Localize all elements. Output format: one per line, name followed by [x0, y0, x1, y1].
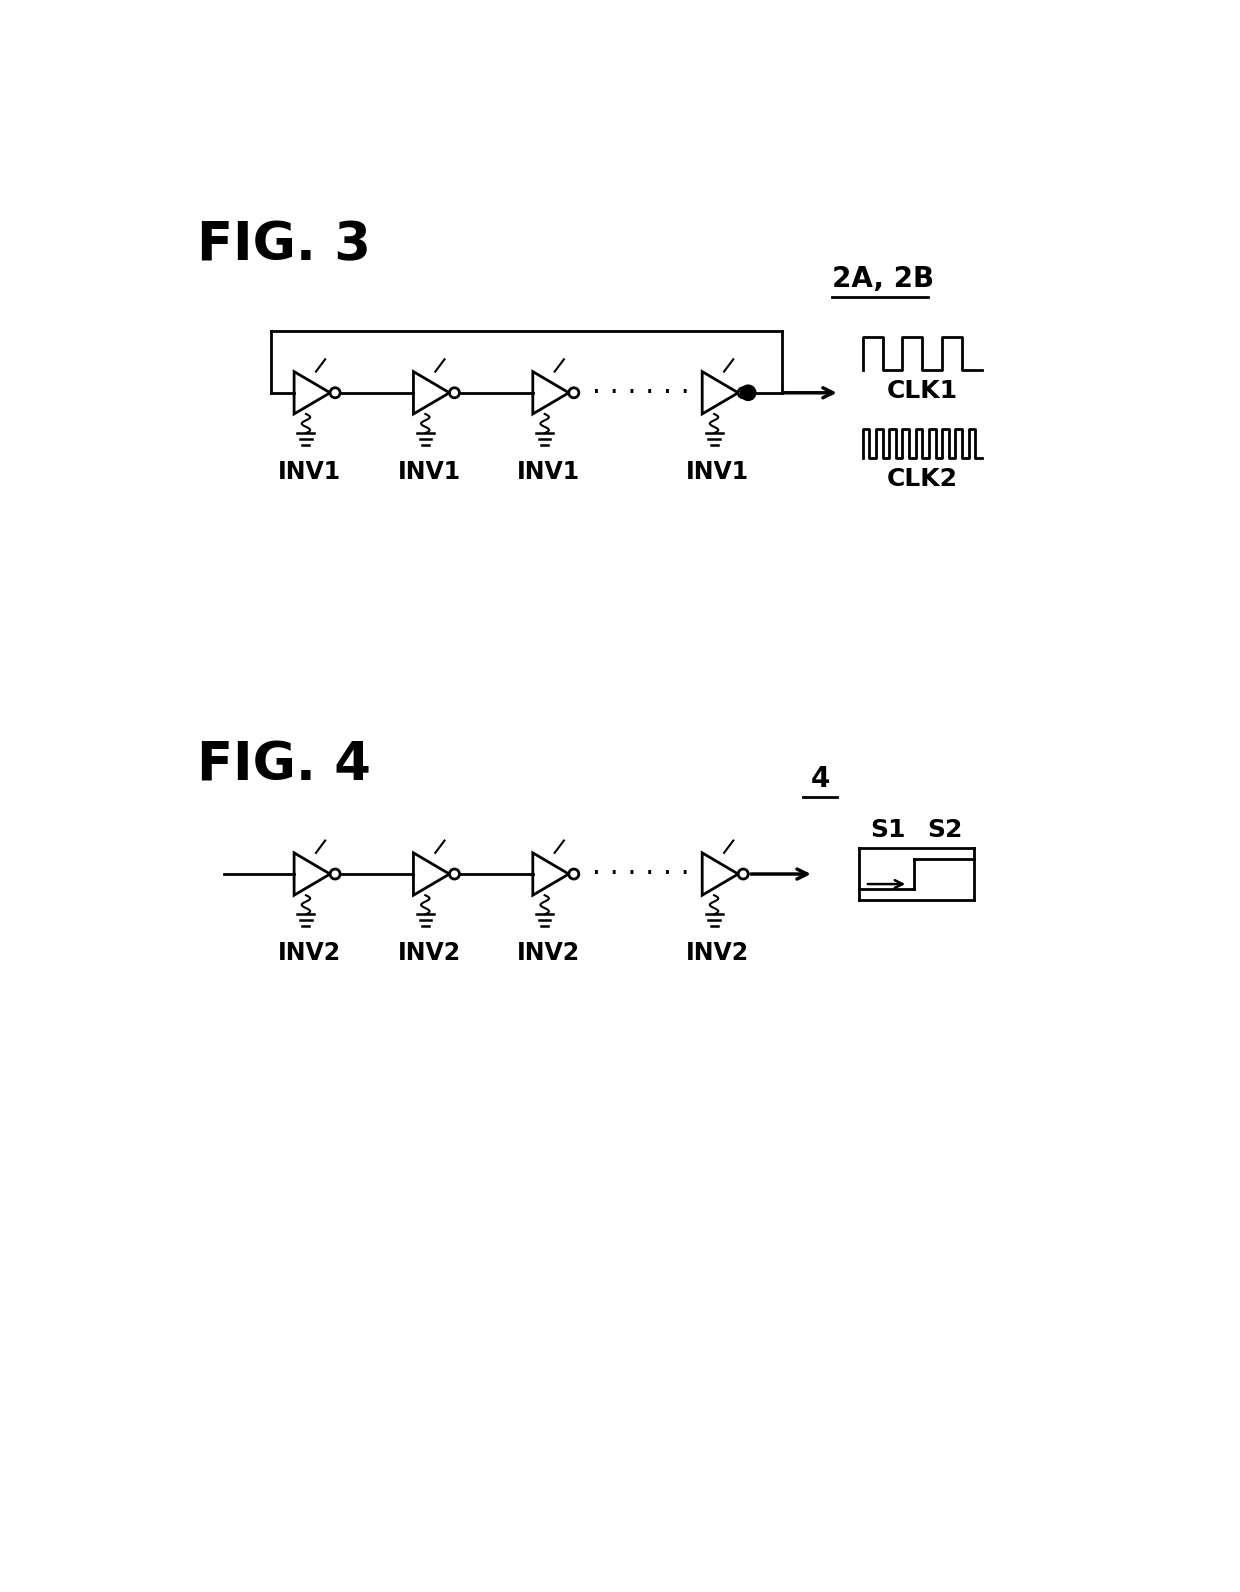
Text: S1: S1	[870, 818, 905, 842]
Text: INV2: INV2	[686, 941, 749, 965]
Circle shape	[738, 869, 748, 879]
Text: INV2: INV2	[517, 941, 580, 965]
Text: CLK1: CLK1	[887, 379, 957, 403]
Circle shape	[449, 869, 460, 879]
Text: CLK2: CLK2	[887, 468, 957, 492]
Circle shape	[569, 388, 579, 398]
Text: 4: 4	[811, 766, 830, 793]
Circle shape	[738, 388, 748, 398]
Circle shape	[742, 385, 755, 400]
Text: FIG. 4: FIG. 4	[197, 739, 371, 791]
Text: FIG. 3: FIG. 3	[197, 220, 371, 272]
Text: INV1: INV1	[398, 460, 461, 484]
Text: INV2: INV2	[398, 941, 461, 965]
Text: · · · · · ·: · · · · · ·	[591, 379, 689, 408]
Text: INV2: INV2	[278, 941, 341, 965]
Text: 2A, 2B: 2A, 2B	[832, 264, 934, 293]
Text: INV1: INV1	[278, 460, 341, 484]
Circle shape	[449, 388, 460, 398]
Text: INV1: INV1	[686, 460, 749, 484]
Text: · · · · · ·: · · · · · ·	[591, 860, 689, 888]
Circle shape	[330, 869, 340, 879]
Text: INV1: INV1	[517, 460, 580, 484]
Circle shape	[569, 869, 579, 879]
Circle shape	[330, 388, 340, 398]
Text: S2: S2	[928, 818, 963, 842]
